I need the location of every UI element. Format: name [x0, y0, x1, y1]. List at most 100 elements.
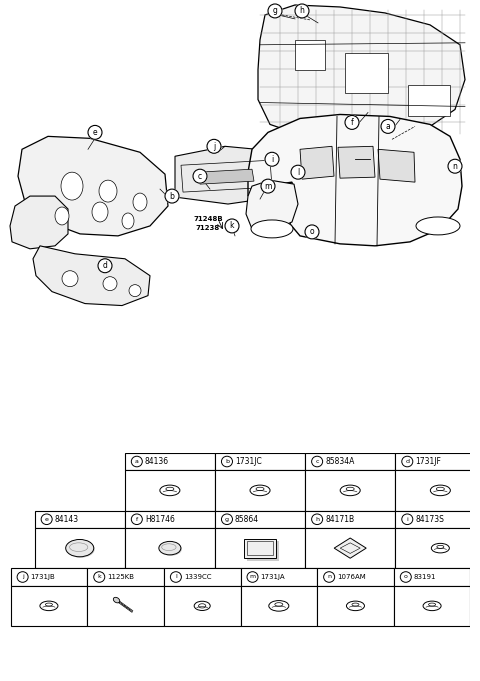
Circle shape [132, 514, 143, 524]
Bar [395, 511, 480, 528]
Circle shape [295, 4, 309, 18]
Bar [305, 453, 395, 470]
Bar [125, 511, 215, 528]
Circle shape [98, 259, 112, 272]
Bar [215, 511, 305, 528]
Ellipse shape [99, 180, 117, 202]
Bar [305, 511, 395, 528]
Bar [305, 528, 395, 569]
Text: g: g [225, 517, 229, 522]
Ellipse shape [416, 217, 460, 235]
Text: a: a [135, 459, 139, 464]
Text: e: e [93, 128, 97, 137]
Circle shape [193, 169, 207, 183]
Bar [395, 453, 480, 470]
Text: b: b [225, 459, 229, 464]
Text: g: g [273, 6, 277, 16]
Bar [87, 569, 164, 586]
Text: c: c [315, 459, 319, 464]
Text: 85864: 85864 [235, 515, 259, 524]
Polygon shape [18, 136, 168, 236]
Bar [317, 586, 394, 626]
Ellipse shape [67, 541, 95, 558]
Circle shape [265, 153, 279, 166]
Text: H81746: H81746 [145, 515, 175, 524]
Text: n: n [453, 161, 457, 171]
Circle shape [221, 514, 232, 524]
Bar [35, 511, 125, 528]
Text: 71248B: 71248B [193, 216, 223, 222]
Circle shape [381, 119, 395, 133]
Circle shape [312, 514, 323, 524]
Circle shape [400, 572, 411, 582]
Polygon shape [408, 84, 450, 116]
Ellipse shape [92, 202, 108, 222]
Text: l: l [297, 168, 299, 176]
Text: e: e [45, 517, 48, 522]
Text: k: k [97, 575, 101, 580]
Circle shape [268, 4, 282, 18]
Bar [125, 470, 215, 511]
Circle shape [261, 179, 275, 193]
Text: l: l [175, 575, 177, 580]
Text: a: a [385, 122, 390, 131]
Bar [11, 569, 87, 586]
Bar [395, 470, 480, 511]
Bar [215, 470, 305, 511]
Polygon shape [33, 246, 150, 306]
Text: b: b [169, 191, 174, 201]
Text: 1125KB: 1125KB [107, 574, 134, 580]
Circle shape [88, 125, 102, 140]
Text: f: f [350, 118, 353, 127]
Circle shape [221, 456, 232, 466]
Bar [87, 586, 164, 626]
Polygon shape [247, 541, 279, 560]
Polygon shape [248, 114, 462, 246]
Ellipse shape [61, 172, 83, 200]
Text: 84136: 84136 [145, 457, 169, 466]
Text: 84143: 84143 [55, 515, 79, 524]
Text: d: d [405, 459, 409, 464]
Bar [395, 528, 480, 569]
Text: o: o [404, 575, 408, 580]
Ellipse shape [159, 541, 181, 555]
Ellipse shape [251, 220, 293, 238]
Circle shape [129, 285, 141, 297]
Circle shape [402, 514, 413, 524]
Bar [164, 569, 240, 586]
Text: j: j [213, 142, 215, 151]
Ellipse shape [133, 193, 147, 211]
Polygon shape [175, 146, 283, 204]
Circle shape [132, 456, 143, 466]
Bar [215, 528, 305, 569]
Text: o: o [310, 227, 314, 236]
Bar [240, 586, 317, 626]
Polygon shape [10, 196, 68, 249]
Circle shape [94, 572, 105, 582]
Text: 1731JF: 1731JF [415, 457, 441, 466]
Circle shape [62, 271, 78, 287]
Circle shape [305, 225, 319, 239]
Ellipse shape [113, 597, 120, 603]
Bar [125, 528, 215, 569]
Polygon shape [246, 180, 298, 232]
Circle shape [448, 159, 462, 173]
Circle shape [103, 276, 117, 291]
Polygon shape [338, 146, 375, 178]
Circle shape [324, 572, 335, 582]
Circle shape [312, 456, 323, 466]
Circle shape [17, 572, 28, 582]
Polygon shape [295, 39, 325, 69]
Bar [215, 453, 305, 470]
Ellipse shape [55, 207, 69, 225]
Text: 1076AM: 1076AM [337, 574, 366, 580]
Text: 1731JC: 1731JC [235, 457, 262, 466]
Text: i: i [271, 155, 273, 163]
Ellipse shape [66, 539, 94, 557]
Polygon shape [244, 539, 276, 558]
Polygon shape [378, 149, 415, 182]
Polygon shape [345, 52, 388, 93]
Text: 84173S: 84173S [415, 515, 444, 524]
Bar [394, 569, 470, 586]
Bar [11, 586, 87, 626]
